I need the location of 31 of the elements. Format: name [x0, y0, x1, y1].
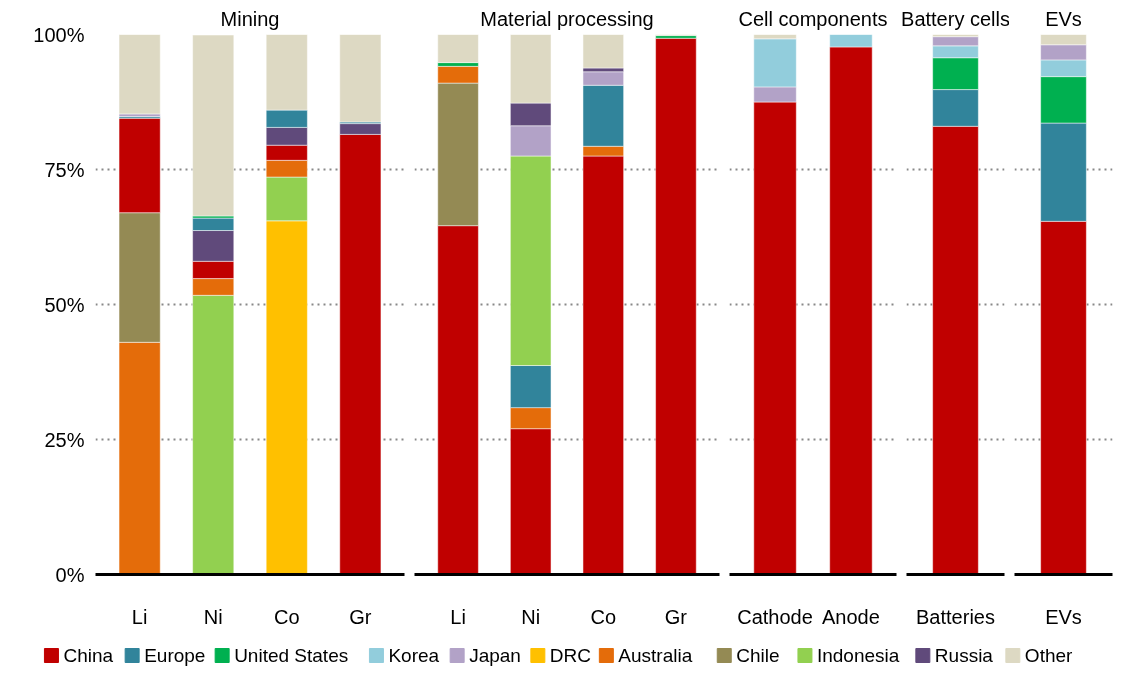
chart-title: Cell components	[738, 7, 888, 30]
legend-label: United States	[234, 645, 349, 666]
x-tick-label: Gr	[664, 605, 688, 628]
y-tick-label: 25%	[44, 428, 85, 451]
legend-label: DRC	[549, 645, 592, 666]
x-tick-label: Gr	[349, 605, 372, 628]
x-tick-label: Cathode	[737, 605, 813, 628]
legend-label: Australia	[618, 645, 693, 666]
x-tick-label: Ni	[521, 605, 541, 628]
chart-title: Battery cells	[901, 7, 1010, 30]
legend-label: Russia	[934, 645, 994, 666]
legend-label: Chile	[736, 645, 780, 666]
legend-label: Indonesia	[816, 645, 900, 666]
legend-label: Other	[1024, 645, 1074, 666]
chart-title: Mining	[220, 7, 280, 30]
legend-label: Korea	[388, 645, 440, 666]
x-tick-label: Li	[131, 605, 148, 628]
x-tick-label: Co	[274, 605, 300, 628]
chart-title: Material processing	[480, 7, 654, 30]
y-tick-label: 75%	[44, 158, 85, 181]
x-tick-label: Anode	[822, 605, 880, 628]
y-tick-label: 50%	[44, 293, 85, 316]
legend-label: Europe	[144, 645, 206, 666]
x-tick-label: Ni	[203, 605, 223, 628]
x-tick-label: Li	[450, 605, 466, 628]
x-tick-label: Co	[590, 605, 617, 628]
x-tick-label: Batteries	[916, 605, 995, 628]
legend-label: China	[63, 645, 114, 666]
y-tick-label: 0%	[55, 563, 85, 586]
legend-label: Japan	[469, 645, 521, 666]
y-tick-label: 100%	[33, 23, 85, 46]
